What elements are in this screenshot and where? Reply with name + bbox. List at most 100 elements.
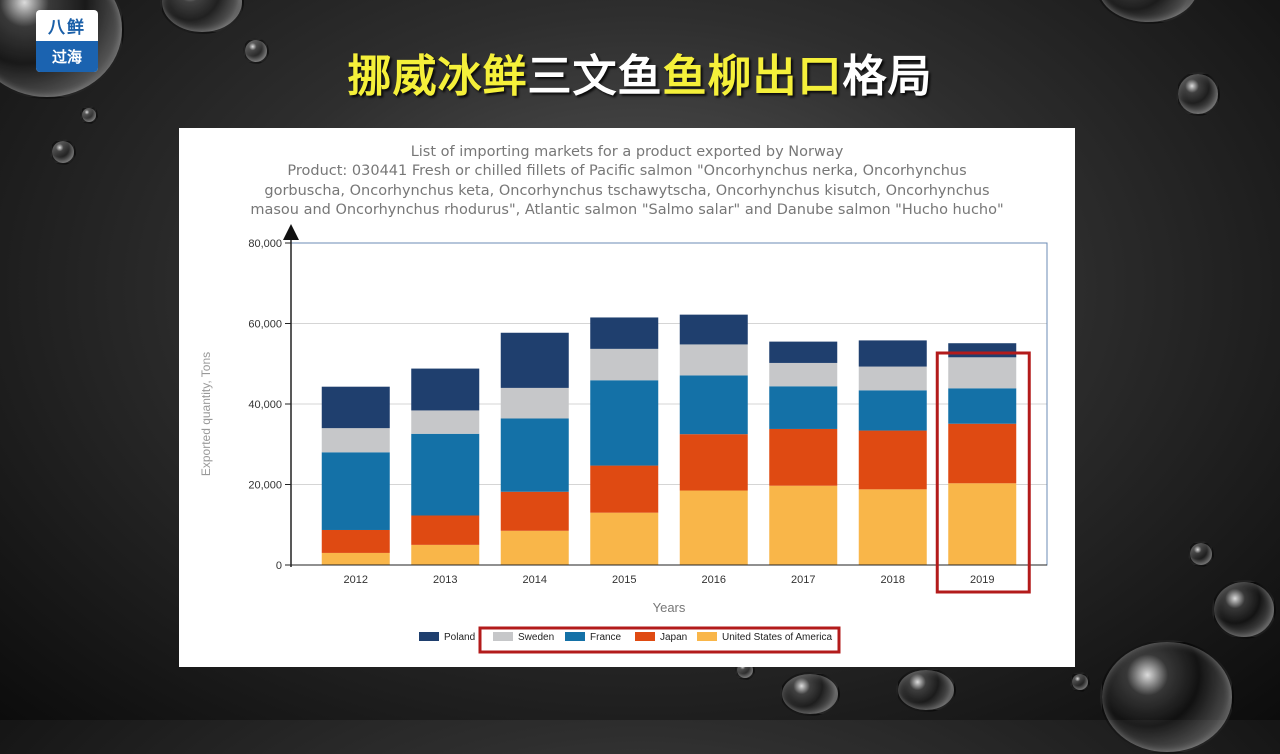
bar-segment <box>948 343 1017 358</box>
y-axis-label: Exported quantity, Tons <box>199 352 213 476</box>
bubble-decoration <box>1176 72 1220 116</box>
y-tick-label: 60,000 <box>248 319 282 331</box>
y-tick-label: 80,000 <box>248 238 282 250</box>
bar-segment <box>769 485 838 565</box>
bar-segment <box>590 380 659 466</box>
y-axis-arrow <box>283 224 299 240</box>
bubble-decoration <box>1096 0 1200 24</box>
chart-title-line: List of importing markets for a product … <box>411 144 844 160</box>
legend-swatch <box>419 632 439 641</box>
bar-segment <box>948 357 1017 389</box>
brand-logo: 八鲜 过海 <box>36 10 98 72</box>
x-tick-label: 2019 <box>970 574 994 586</box>
x-tick-label: 2015 <box>612 574 636 586</box>
bar-segment <box>679 434 748 491</box>
legend-label: Poland <box>444 632 475 643</box>
bar-segment <box>948 483 1017 565</box>
bar-segment <box>590 317 659 349</box>
bar-segment <box>590 465 659 513</box>
bar-segment <box>500 530 569 565</box>
bubble-decoration <box>896 668 956 712</box>
bar-segment <box>321 529 390 553</box>
legend-swatch <box>635 632 655 641</box>
bar-segment <box>948 423 1017 484</box>
bar-segment <box>679 314 748 345</box>
chart-title-line: Product: 030441 Fresh or chilled fillets… <box>287 163 966 179</box>
title-part: 鱼柳出口 <box>662 51 843 102</box>
bar-segment <box>411 544 480 565</box>
bar-segment <box>948 388 1017 424</box>
chart-panel: List of importing markets for a product … <box>179 128 1075 667</box>
bubble-decoration <box>50 139 76 165</box>
bar-segment <box>590 348 659 381</box>
bubble-decoration <box>1100 640 1234 754</box>
bar-segment <box>858 340 927 367</box>
y-tick-label: 0 <box>276 560 282 572</box>
highlight-box-legend <box>478 626 841 654</box>
bar-segment <box>769 341 838 363</box>
legend-label: United States of America <box>722 632 832 643</box>
bar-segment <box>769 386 838 429</box>
logo-bottom-text: 过海 <box>36 41 98 72</box>
y-tick-label: 40,000 <box>248 399 282 411</box>
highlight-box-2019 <box>935 351 1031 594</box>
title-part: 三文鱼 <box>527 51 663 102</box>
x-tick-label: 2017 <box>791 574 815 586</box>
bar-segment <box>500 332 569 388</box>
bar-segment <box>321 452 390 530</box>
title-part: 挪威冰鲜 <box>347 51 528 102</box>
bar-segment <box>858 390 927 431</box>
bar-segment <box>500 387 569 419</box>
x-tick-label: 2018 <box>881 574 905 586</box>
bar-segment <box>590 512 659 565</box>
legend-label: France <box>590 632 622 643</box>
bar-segment <box>500 418 569 492</box>
bubble-decoration <box>160 0 244 34</box>
x-tick-label: 2012 <box>344 574 368 586</box>
chart-title: List of importing markets for a product … <box>250 144 1003 218</box>
bar-segment <box>500 491 569 531</box>
bubble-decoration <box>80 106 98 124</box>
x-axis-label: Years <box>653 600 686 615</box>
slide-title: 挪威冰鲜三文鱼鱼柳出口格局 <box>0 40 1280 104</box>
bar-segment <box>858 366 927 391</box>
legend-swatch <box>493 632 513 641</box>
chart-grid <box>290 242 1048 566</box>
bar-segment <box>679 344 748 376</box>
chart-title-line: gorbuscha, Oncorhynchus keta, Oncorhynch… <box>264 183 989 199</box>
bar-segment <box>769 428 838 486</box>
title-part: 格局 <box>842 51 933 102</box>
bubble-decoration <box>780 672 840 716</box>
bubble-decoration <box>1070 672 1090 692</box>
bar-segment <box>769 362 838 387</box>
bar-segment <box>321 386 390 429</box>
x-tick-label: 2016 <box>702 574 726 586</box>
bar-segment <box>411 515 480 545</box>
logo-top-text: 八鲜 <box>48 18 86 38</box>
bar-segment <box>411 433 480 516</box>
x-tick-label: 2013 <box>433 574 457 586</box>
legend-label: Sweden <box>518 632 554 643</box>
bar-segment <box>411 410 480 434</box>
bar-segment <box>411 368 480 411</box>
legend-swatch <box>697 632 717 641</box>
bar-segment <box>858 430 927 490</box>
bubble-decoration <box>243 38 269 64</box>
x-tick-label: 2014 <box>523 574 547 586</box>
legend-label: Japan <box>660 632 687 643</box>
bar-segment <box>679 490 748 565</box>
bar-segment <box>858 489 927 565</box>
bubble-decoration <box>1212 580 1276 639</box>
chart-bars <box>321 314 1017 565</box>
bar-segment <box>321 552 390 565</box>
chart-axes: 0 20,000 40,000 60,000 80,000 2012 2013 2014 201… <box>199 224 1047 615</box>
bar-segment <box>321 428 390 453</box>
stacked-bar-chart: List of importing markets for a product … <box>199 144 1048 654</box>
bar-segment <box>679 375 748 435</box>
chart-highlights <box>478 351 1031 654</box>
chart-title-line: masou and Oncorhynchus rhodurus", Atlant… <box>250 202 1003 218</box>
chart-legend: Poland Sweden France Japan United States of … <box>419 632 832 643</box>
legend-swatch <box>565 632 585 641</box>
y-tick-label: 20,000 <box>248 480 282 492</box>
bubble-decoration <box>1188 541 1214 567</box>
